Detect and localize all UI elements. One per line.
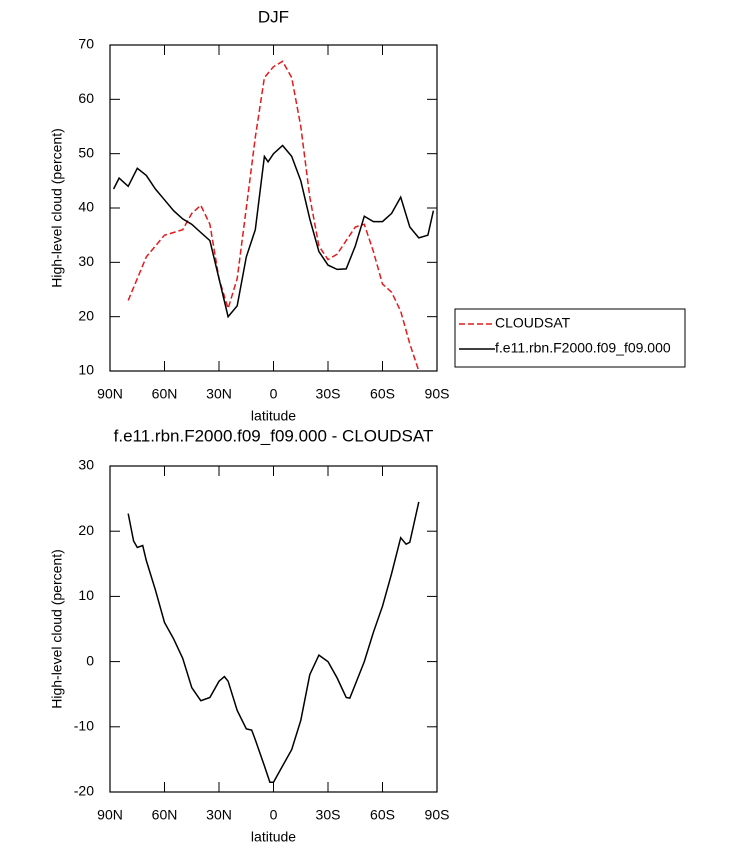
- legend-box: [454, 308, 686, 368]
- x-tick-label: 30S: [316, 807, 341, 823]
- y-axis-label: High-level cloud (percent): [49, 128, 65, 288]
- y-tick-label: 0: [86, 652, 94, 668]
- x-tick-label: 0: [270, 807, 278, 823]
- y-tick-label: 70: [78, 36, 94, 52]
- y-tick-label: 50: [78, 144, 94, 160]
- x-tick-label: 90N: [97, 386, 123, 402]
- x-tick-label: 60S: [370, 386, 395, 402]
- y-tick-label: 60: [78, 90, 94, 106]
- x-tick-label: 30N: [206, 807, 232, 823]
- x-tick-label: 60N: [152, 386, 178, 402]
- x-tick-label: 90S: [425, 807, 450, 823]
- x-tick-label: 30N: [206, 386, 232, 402]
- x-tick-label: 90N: [97, 807, 123, 823]
- legend-label: f.e11.rbn.F2000.f09_f09.000: [495, 340, 671, 356]
- data-line: [127, 501, 420, 783]
- legend-label: CLOUDSAT: [495, 315, 571, 331]
- y-tick-label: 10: [78, 362, 94, 378]
- x-tick-label: 0: [270, 386, 278, 402]
- x-axis-label: latitude: [251, 408, 296, 424]
- y-axis-label: High-level cloud (percent): [49, 549, 65, 709]
- y-tick-label: 10: [78, 587, 94, 603]
- data-line: [112, 144, 435, 319]
- y-tick-label: 30: [78, 457, 94, 473]
- y-tick-label: -20: [74, 783, 94, 799]
- x-axis-label: latitude: [251, 829, 296, 845]
- y-tick-label: 30: [78, 253, 94, 269]
- y-tick-label: 20: [78, 307, 94, 323]
- y-tick-label: -10: [74, 718, 94, 734]
- y-tick-label: 20: [78, 522, 94, 538]
- y-tick-label: 40: [78, 199, 94, 215]
- x-tick-label: 60N: [152, 807, 178, 823]
- plot-frame: [109, 44, 438, 372]
- plot-frame: [109, 465, 438, 793]
- data-line: [127, 60, 420, 372]
- x-tick-label: 90S: [425, 386, 450, 402]
- x-tick-label: 30S: [316, 386, 341, 402]
- x-tick-label: 60S: [370, 807, 395, 823]
- legend: CLOUDSAT f.e11.rbn.F2000.f09_f09.000: [454, 308, 686, 368]
- chart-title: DJF: [258, 7, 289, 26]
- chart-title: f.e11.rbn.F2000.f09_f09.000 - CLOUDSAT: [114, 426, 434, 445]
